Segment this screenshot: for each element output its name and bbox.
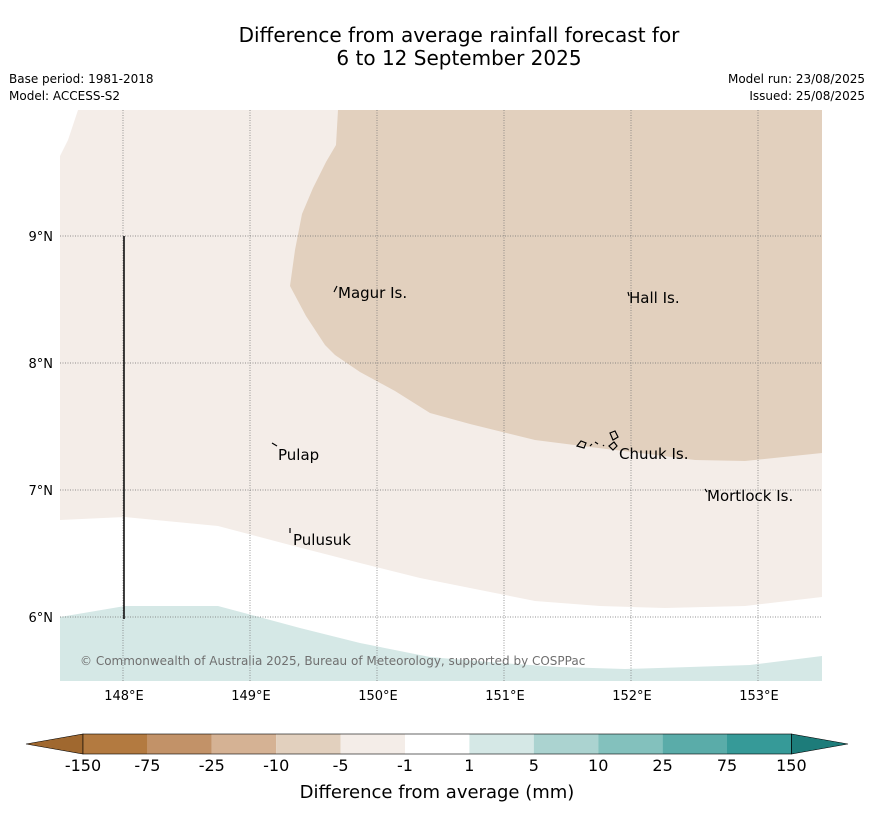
colorbar-tick: -10 xyxy=(263,756,289,775)
colorbar-tick: 1 xyxy=(464,756,474,775)
lon-label-149e: 149°E xyxy=(231,689,271,704)
place-label-hall: Hall Is. xyxy=(629,289,680,307)
lon-label-150e: 150°E xyxy=(358,689,398,704)
place-label-pulusuk: Pulusuk xyxy=(293,531,351,549)
colorbar-segment xyxy=(405,734,470,754)
colorbar-segment xyxy=(147,734,212,754)
map-title-line2: 6 to 12 September 2025 xyxy=(336,46,582,70)
lat-label-9n: 9°N xyxy=(29,230,54,245)
colorbar-outline xyxy=(82,733,792,755)
rainfall-shading xyxy=(60,110,822,681)
meta-left: Base period: 1981-2018 Model: ACCESS-S2 xyxy=(9,71,154,105)
colorbar-tick: 25 xyxy=(652,756,672,775)
colorbar-segment xyxy=(469,734,534,754)
place-label-mortlock: Mortlock Is. xyxy=(707,487,793,505)
map-title-line1: Difference from average rainfall forecas… xyxy=(238,23,680,47)
lon-label-153e: 153°E xyxy=(739,689,779,704)
model-run-text: Model run: 23/08/2025 xyxy=(727,72,865,86)
lat-label-6n: 6°N xyxy=(29,611,54,626)
shade-minus10 xyxy=(290,110,822,461)
place-label-magur: Magur Is. xyxy=(338,284,407,302)
colorbar-tick: -1 xyxy=(397,756,413,775)
colorbar-tick: -25 xyxy=(199,756,225,775)
island-outlines xyxy=(271,285,708,533)
copyright-text: © Commonwealth of Australia 2025, Bureau… xyxy=(80,654,585,668)
colorbar-upper-extension xyxy=(791,733,849,755)
colorbar-segment xyxy=(598,734,663,754)
colorbar-tick: 10 xyxy=(588,756,608,775)
colorbar-segment xyxy=(276,734,341,754)
colorbar-segment xyxy=(662,734,727,754)
lon-label-151e: 151°E xyxy=(485,689,525,704)
lon-label-148e: 148°E xyxy=(104,689,144,704)
colorbar-segment xyxy=(727,734,792,754)
colorbar-segment xyxy=(533,734,599,754)
model-text: Model: ACCESS-S2 xyxy=(9,89,121,103)
colorbar-segment xyxy=(211,734,277,754)
colorbar-tick: -5 xyxy=(333,756,349,775)
lon-label-152e: 152°E xyxy=(612,689,652,704)
colorbar-tick: 75 xyxy=(717,756,737,775)
colorbar-tick: -75 xyxy=(134,756,160,775)
lat-label-7n: 7°N xyxy=(29,484,54,499)
gridlines xyxy=(60,110,822,681)
colorbar-label: Difference from average (mm) xyxy=(300,782,575,803)
place-label-pulap: Pulap xyxy=(278,446,319,464)
meta-right: Model run: 23/08/2025 Issued: 25/08/2025 xyxy=(728,71,865,105)
issued-text: Issued: 25/08/2025 xyxy=(749,89,865,103)
place-label-chuuk: Chuuk Is. xyxy=(619,445,688,463)
colorbar-segment xyxy=(340,734,405,754)
colorbar-tick: 5 xyxy=(529,756,539,775)
lat-label-8n: 8°N xyxy=(29,357,54,372)
corner-notch xyxy=(60,110,78,156)
shade-plus1 xyxy=(60,606,822,681)
colorbar-segment xyxy=(83,734,148,754)
colorbar xyxy=(25,733,849,755)
colorbar-tick: 150 xyxy=(776,756,807,775)
base-period-text: Base period: 1981-2018 xyxy=(9,72,154,86)
colorbar-tick: -150 xyxy=(65,756,101,775)
colorbar-lower-extension xyxy=(25,733,84,755)
